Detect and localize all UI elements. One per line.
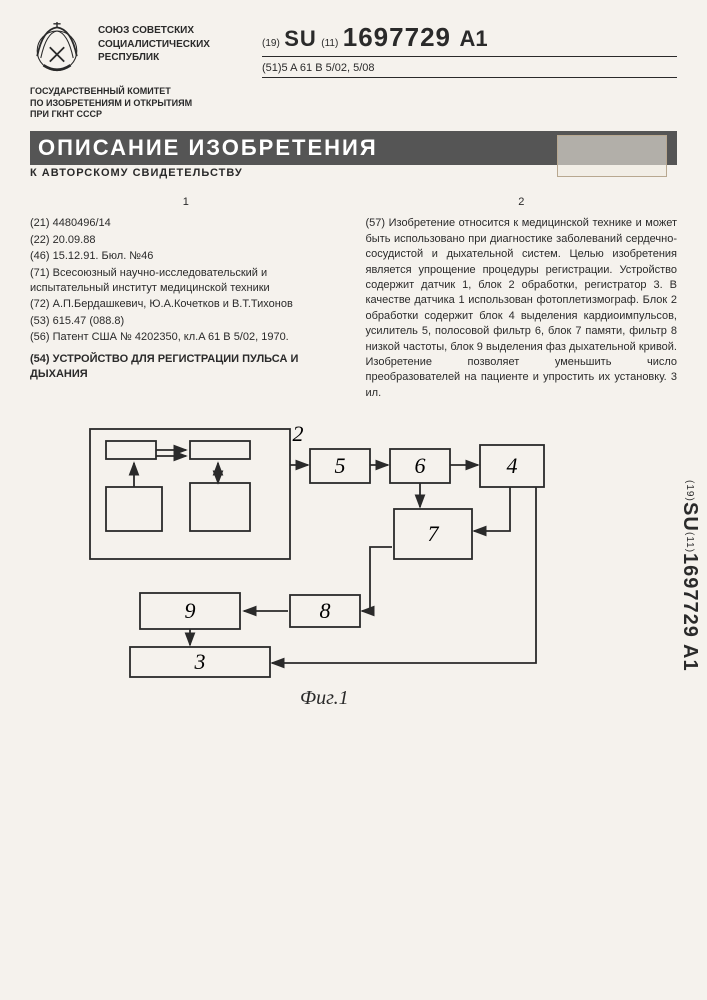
side-patent-number: (19) SU (11) 1697729 A1 xyxy=(678,480,701,671)
title-bar: ОПИСАНИЕ ИЗОБРЕТЕНИЯ xyxy=(30,131,677,165)
union-line: РЕСПУБЛИК xyxy=(98,51,248,65)
doc-number-block: (19) SU (11) 1697729 A1 (51)5 A 61 B 5/0… xyxy=(262,20,677,78)
svg-text:6: 6 xyxy=(415,453,426,478)
document-title: ОПИСАНИЕ ИЗОБРЕТЕНИЯ xyxy=(38,135,378,160)
svg-text:9: 9 xyxy=(185,598,196,623)
svg-text:7: 7 xyxy=(428,521,440,546)
field-71: (71) Всесоюзный научно-исследовательский… xyxy=(30,266,342,297)
abstract: (57) Изобретение относится к медицинской… xyxy=(366,216,678,401)
committee: ГОСУДАРСТВЕННЫЙ КОМИТЕТ ПО ИЗОБРЕТЕНИЯМ … xyxy=(30,86,677,121)
svg-text:3: 3 xyxy=(194,649,206,674)
col-number: 2 xyxy=(366,195,678,210)
committee-line: ПО ИЗОБРЕТЕНИЯМ И ОТКРЫТИЯМ xyxy=(30,98,677,110)
union-line: СОЮЗ СОВЕТСКИХ xyxy=(98,24,248,38)
classification-line: (51)5 A 61 B 5/02, 5/08 xyxy=(262,62,677,78)
field-53: (53) 615.47 (088.8) xyxy=(30,314,342,329)
doc-number-line: (19) SU (11) 1697729 A1 xyxy=(262,22,677,57)
committee-line: ГОСУДАРСТВЕННЫЙ КОМИТЕТ xyxy=(30,86,677,98)
field-72: (72) А.П.Бердашкевич, Ю.А.Кочетков и В.Т… xyxy=(30,297,342,312)
side-number: 1697729 xyxy=(678,553,701,638)
soviet-emblem xyxy=(30,20,84,78)
svg-text:8: 8 xyxy=(320,598,331,623)
union-line: СОЦИАЛИСТИЧЕСКИХ xyxy=(98,38,248,52)
svg-text:5: 5 xyxy=(335,453,346,478)
side-suffix: A1 xyxy=(678,644,701,672)
stamp-box xyxy=(557,135,667,177)
field-21: (21) 4480496/14 xyxy=(30,216,342,231)
side-code11: (11) xyxy=(684,532,695,553)
patent-number: 1697729 xyxy=(343,22,451,52)
block-diagram: 2 5 6 4 7 8 9 3 xyxy=(80,419,570,709)
code51: (51)5 xyxy=(262,62,288,74)
ipc-class: A 61 B 5/02, 5/08 xyxy=(290,62,374,74)
figure-1: 2 5 6 4 7 8 9 3 Фиг.1 xyxy=(30,419,677,729)
right-column: 2 (57) Изобретение относится к медицинск… xyxy=(366,195,678,401)
field-54: (54) УСТРОЙСТВО ДЛЯ РЕГИСТРАЦИИ ПУЛЬСА И… xyxy=(30,352,342,383)
committee-line: ПРИ ГКНТ СССР xyxy=(30,109,677,121)
header-row: СОЮЗ СОВЕТСКИХ СОЦИАЛИСТИЧЕСКИХ РЕСПУБЛИ… xyxy=(30,20,677,78)
side-country: SU xyxy=(678,502,701,532)
field-22: (22) 20.09.88 xyxy=(30,233,342,248)
svg-text:4: 4 xyxy=(507,453,518,478)
figure-label: Фиг.1 xyxy=(300,687,349,710)
field-46: (46) 15.12.91. Бюл. №46 xyxy=(30,249,342,264)
field-56: (56) Патент США № 4202350, кл.A 61 B 5/0… xyxy=(30,330,342,345)
patent-suffix: A1 xyxy=(459,26,487,51)
code11: (11) xyxy=(321,38,338,49)
patent-page: СОЮЗ СОВЕТСКИХ СОЦИАЛИСТИЧЕСКИХ РЕСПУБЛИ… xyxy=(0,0,707,1000)
code19: (19) xyxy=(262,38,280,49)
country-code: SU xyxy=(284,26,317,51)
col-number: 1 xyxy=(30,195,342,210)
svg-text:2: 2 xyxy=(293,421,304,446)
body-columns: 1 (21) 4480496/14 (22) 20.09.88 (46) 15.… xyxy=(30,195,677,401)
left-column: 1 (21) 4480496/14 (22) 20.09.88 (46) 15.… xyxy=(30,195,342,401)
union-name: СОЮЗ СОВЕТСКИХ СОЦИАЛИСТИЧЕСКИХ РЕСПУБЛИ… xyxy=(98,20,248,65)
side-code19: (19) xyxy=(684,480,695,502)
